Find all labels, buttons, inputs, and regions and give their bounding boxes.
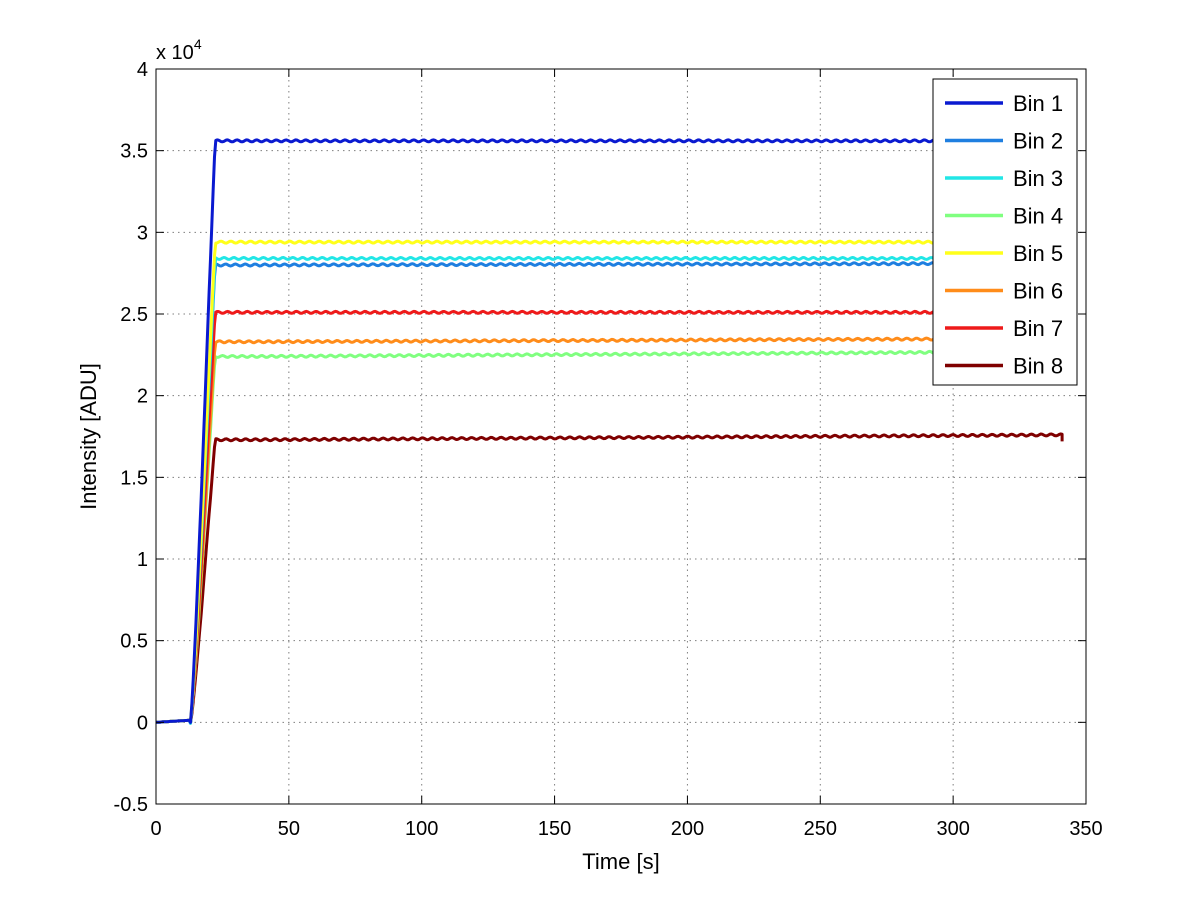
y-tick-label: 3 [137, 222, 148, 244]
legend-label: Bin 8 [1013, 354, 1063, 379]
x-tick-label: 50 [278, 818, 300, 840]
y-tick-label: 1.5 [120, 467, 148, 489]
y-tick-labels: -0.5 0 0.5 1 1.5 2 2.5 3 3.5 4 [114, 59, 148, 816]
legend-label: Bin 5 [1013, 241, 1063, 266]
legend-label: Bin 7 [1013, 316, 1063, 341]
y-exponent-label: x 104 [156, 36, 202, 64]
y-tick-label: -0.5 [114, 794, 148, 816]
legend-label: Bin 4 [1013, 204, 1063, 229]
y-tick-label: 0 [137, 712, 148, 734]
y-tick-label: 2 [137, 386, 148, 408]
legend-items: Bin 1 Bin 2 Bin 3 Bin 4 Bin 5 Bin 6 Bin 7 Bin 8 [945, 91, 1063, 379]
x-tick-labels: 0 50 100 150 200 250 300 350 [150, 818, 1102, 840]
series-line-7 [155, 309, 1063, 724]
x-tick-label: 150 [538, 818, 571, 840]
series-line-1 [155, 138, 1063, 724]
series-lines [155, 138, 1064, 725]
y-axis-label: Intensity [ADU] [76, 363, 101, 510]
x-tick-label: 200 [671, 818, 704, 840]
x-tick-label: 0 [150, 818, 161, 840]
x-tick-label: 350 [1069, 818, 1102, 840]
legend-label: Bin 1 [1013, 91, 1063, 116]
series-line-2 [155, 260, 1063, 725]
y-tick-label: 2.5 [120, 304, 148, 326]
x-tick-label: 250 [804, 818, 837, 840]
series-line-8 [155, 432, 1064, 725]
legend-label: Bin 6 [1013, 279, 1063, 304]
legend-box [932, 78, 1078, 386]
x-axis-label: Time [s] [582, 849, 659, 874]
series-line-5 [155, 239, 1063, 724]
y-tick-label: 4 [137, 59, 148, 81]
series-line-3 [155, 256, 1063, 725]
grid-lines [156, 69, 1086, 804]
y-tick-label: 3.5 [120, 141, 148, 163]
axis-ticks [155, 68, 1087, 805]
y-exponent-base: x 10 [156, 42, 194, 64]
legend-label: Bin 2 [1013, 129, 1063, 154]
series-line-4 [155, 349, 1063, 724]
legend: Bin 1 Bin 2 Bin 3 Bin 4 Bin 5 Bin 6 Bin 7 Bin 8 [932, 78, 1078, 386]
y-tick-label: 0.5 [120, 631, 148, 653]
y-exponent-power: 4 [194, 36, 202, 52]
x-tick-label: 300 [936, 818, 969, 840]
plot-frame [155, 68, 1087, 805]
series-line-6 [155, 336, 1063, 724]
x-tick-label: 100 [405, 818, 438, 840]
legend-label: Bin 3 [1013, 166, 1063, 191]
y-tick-label: 1 [137, 549, 148, 571]
